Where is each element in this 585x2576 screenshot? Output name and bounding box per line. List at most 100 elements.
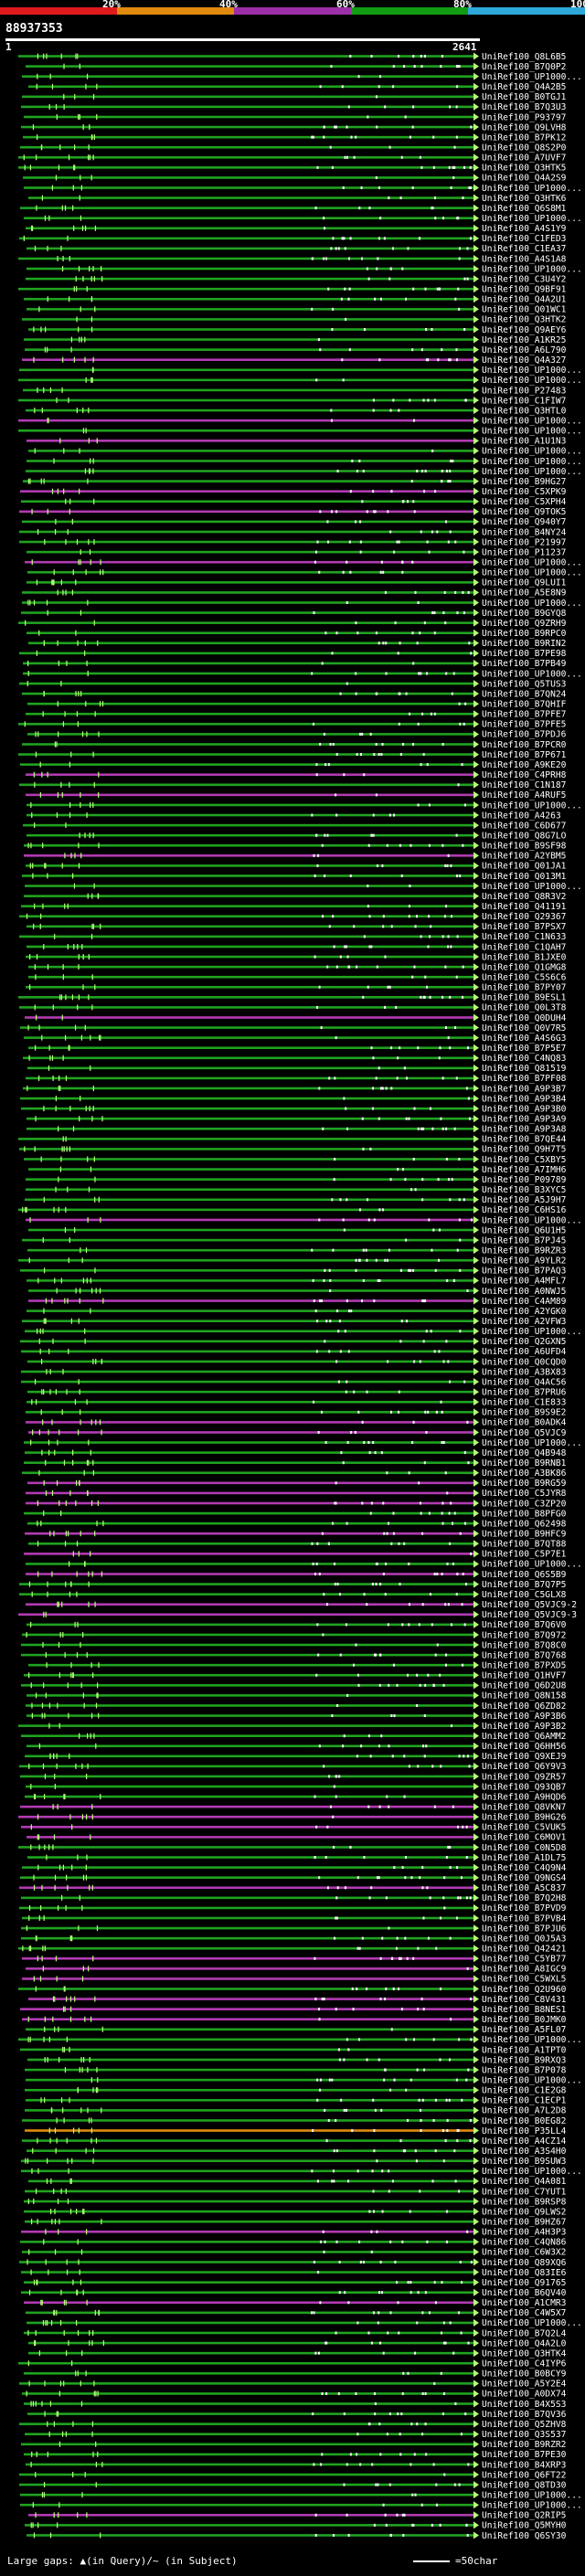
row-label[interactable]: UniRef100_C1FIW7 [482, 396, 567, 406]
alignment-row[interactable]: UniRef100_Q3HTL0 [26, 406, 567, 416]
alignment-row[interactable]: UniRef100_B8NES1 [20, 2005, 567, 2015]
alignment-row[interactable]: UniRef100_Q01JA1 [26, 862, 567, 872]
row-label[interactable]: UniRef100_B7QN24 [482, 689, 567, 699]
alignment-row[interactable]: UniRef100_Q41191 [21, 902, 567, 912]
alignment-row[interactable]: UniRef100_B7Q7P5 [19, 1580, 566, 1590]
alignment-row[interactable]: UniRef100_B7QT88 [28, 1540, 567, 1550]
row-label[interactable]: UniRef100_C1E2G8 [482, 2086, 567, 2096]
alignment-row[interactable]: UniRef100_A9P3A8 [27, 1125, 567, 1135]
row-label[interactable]: UniRef100_B7PJ45 [482, 1235, 566, 1246]
row-label[interactable]: UniRef100_B1JXE0 [482, 952, 567, 962]
row-label[interactable]: UniRef100_B7PXD5 [482, 1660, 566, 1670]
alignment-row[interactable]: UniRef100_Q8TD30 [19, 2480, 567, 2490]
alignment-row[interactable]: UniRef100_B0EG82 [22, 2116, 566, 2126]
row-label[interactable]: UniRef100_B0BCY9 [482, 2369, 567, 2380]
alignment-row[interactable]: UniRef100_Q42421 [18, 1945, 567, 1955]
row-label[interactable]: UniRef100_B7PVB4 [482, 1913, 567, 1924]
alignment-row[interactable]: UniRef100_Q9H7T5 [19, 1145, 566, 1155]
row-label[interactable]: UniRef100_Q62498 [482, 1519, 567, 1529]
row-label[interactable]: UniRef100_Q2U960 [482, 1985, 567, 1995]
row-label[interactable]: UniRef100_B9HG26 [482, 1813, 567, 1823]
alignment-row[interactable]: UniRef100_A1DL75 [27, 1853, 566, 1863]
alignment-row[interactable]: UniRef100_A7IMH6 [28, 1165, 567, 1175]
alignment-row[interactable]: UniRef100_A7L2D8 [25, 2106, 567, 2116]
row-label[interactable]: UniRef100_C5WXL5 [482, 1975, 566, 1985]
alignment-row[interactable]: UniRef100_A9HQD6 [25, 1792, 567, 1802]
alignment-row[interactable]: UniRef100_B7Q8C0 [21, 1640, 567, 1650]
alignment-row[interactable]: UniRef100_Q940Y7 [22, 517, 567, 527]
row-label[interactable]: UniRef100_Q3HTL0 [482, 406, 567, 416]
row-label[interactable]: UniRef100_B7PB49 [482, 659, 567, 669]
alignment-row[interactable]: UniRef100_Q3HTK6 [28, 194, 567, 204]
alignment-row[interactable]: UniRef100_B7PFE7 [26, 710, 567, 720]
row-label[interactable]: UniRef100_B9RZR3 [482, 1246, 567, 1256]
alignment-row[interactable]: UniRef100_UP1000... [26, 1560, 582, 1570]
row-label[interactable]: UniRef100_Q9TOK5 [482, 507, 566, 517]
alignment-row[interactable]: UniRef100_Q9LVH8 [21, 122, 567, 133]
row-label[interactable]: UniRef100_A4263 [482, 811, 561, 821]
alignment-row[interactable]: UniRef100_A1TPT0 [20, 2045, 567, 2055]
alignment-row[interactable]: UniRef100_Q62498 [27, 1519, 567, 1529]
row-label[interactable]: UniRef100_UP1000... [482, 800, 582, 811]
row-label[interactable]: UniRef100_C8V431 [482, 1995, 567, 2005]
alignment-row[interactable]: UniRef100_A5J9H7 [25, 1195, 567, 1205]
alignment-row[interactable]: UniRef100_Q3HTK5 [18, 164, 566, 174]
alignment-row[interactable]: UniRef100_B7PB49 [23, 659, 567, 669]
alignment-row[interactable]: UniRef100_UP1000... [23, 669, 582, 679]
alignment-row[interactable]: UniRef100_A5Y2E4 [19, 2380, 567, 2390]
alignment-row[interactable]: UniRef100_B7Q0P2 [26, 62, 566, 72]
alignment-row[interactable]: UniRef100_A9P3B2 [18, 1722, 566, 1732]
row-label[interactable]: UniRef100_Q5MYH0 [482, 2521, 567, 2531]
row-label[interactable]: UniRef100_A5Y2E4 [482, 2380, 567, 2390]
alignment-row[interactable]: UniRef100_B7PDJ6 [27, 730, 567, 740]
alignment-row[interactable]: UniRef100_C5P7E1 [24, 1550, 567, 1560]
row-label[interactable]: UniRef100_A5E8N9 [482, 588, 567, 599]
alignment-row[interactable]: UniRef100_B7Q3U3 [21, 102, 567, 112]
alignment-row[interactable]: UniRef100_P11237 [27, 547, 567, 557]
row-label[interactable]: UniRef100_B8PFG0 [482, 1509, 567, 1519]
alignment-row[interactable]: UniRef100_C3U4Y2 [26, 274, 566, 284]
alignment-row[interactable]: UniRef100_B8PFG0 [24, 1509, 567, 1519]
alignment-row[interactable]: UniRef100_B9GYQ8 [21, 609, 567, 619]
row-label[interactable]: UniRef100_C1ECP1 [482, 2096, 567, 2106]
row-label[interactable]: UniRef100_UP1000... [482, 2035, 582, 2045]
alignment-row[interactable]: UniRef100_B0TGJ1 [22, 92, 567, 102]
alignment-row[interactable]: UniRef100_Q8N158 [27, 1691, 567, 1701]
row-label[interactable]: UniRef100_Q0J5A3 [482, 1934, 567, 1944]
row-label[interactable]: UniRef100_Q89XQ6 [482, 2258, 567, 2268]
alignment-row[interactable]: UniRef100_Q6S8M1 [20, 204, 567, 214]
row-label[interactable]: UniRef100_UP1000... [482, 568, 582, 578]
alignment-row[interactable]: UniRef100_A2VFW3 [22, 1317, 567, 1327]
alignment-row[interactable]: UniRef100_Q4A2S9 [23, 174, 567, 184]
row-label[interactable]: UniRef100_B7PFE5 [482, 720, 566, 730]
row-label[interactable]: UniRef100_C6D677 [482, 821, 567, 831]
alignment-row[interactable]: UniRef100_B7PJ45 [22, 1235, 566, 1246]
row-label[interactable]: UniRef100_B7PK12 [482, 133, 566, 143]
alignment-row[interactable]: UniRef100_C4PRH8 [26, 770, 567, 780]
alignment-row[interactable]: UniRef100_A9P3B6 [27, 1712, 567, 1722]
alignment-row[interactable]: UniRef100_C1FED3 [19, 234, 567, 244]
alignment-row[interactable]: UniRef100_B9ESL1 [18, 993, 567, 1003]
alignment-row[interactable]: UniRef100_B0BCY9 [24, 2369, 567, 2380]
row-label[interactable]: UniRef100_Q01JA1 [482, 862, 567, 872]
row-label[interactable]: UniRef100_B7PSX7 [482, 922, 567, 932]
alignment-row[interactable]: UniRef100_B6QV40 [21, 2288, 567, 2298]
row-label[interactable]: UniRef100_A4MFL7 [482, 1277, 567, 1287]
row-label[interactable]: UniRef100_C1QAH7 [482, 942, 567, 952]
row-label[interactable]: UniRef100_Q3HTK6 [482, 194, 567, 204]
alignment-row[interactable]: UniRef100_C1QAH7 [27, 942, 567, 952]
row-label[interactable]: UniRef100_C6W3X2 [482, 2248, 566, 2258]
alignment-row[interactable]: UniRef100_Q1GMG8 [28, 962, 567, 972]
row-label[interactable]: UniRef100_UP1000... [482, 427, 582, 437]
row-label[interactable]: UniRef100_B7QV36 [482, 2410, 567, 2420]
alignment-row[interactable]: UniRef100_B7Q2L4 [24, 2328, 567, 2338]
row-label[interactable]: UniRef100_Q3HTK4 [482, 2348, 567, 2359]
alignment-row[interactable]: UniRef100_C4Q9N4 [22, 1863, 567, 1873]
row-label[interactable]: UniRef100_A7IMH6 [482, 1165, 567, 1175]
row-label[interactable]: UniRef100_Q1GMG8 [482, 962, 567, 972]
alignment-row[interactable]: UniRef100_C6D677 [23, 821, 567, 831]
alignment-row[interactable]: UniRef100_Q4A081 [28, 2177, 567, 2187]
row-label[interactable]: UniRef100_B3XYC5 [482, 1185, 566, 1195]
alignment-row[interactable]: UniRef100_B7PCR0 [22, 740, 567, 750]
alignment-row[interactable]: UniRef100_C7YUT1 [25, 2187, 567, 2197]
